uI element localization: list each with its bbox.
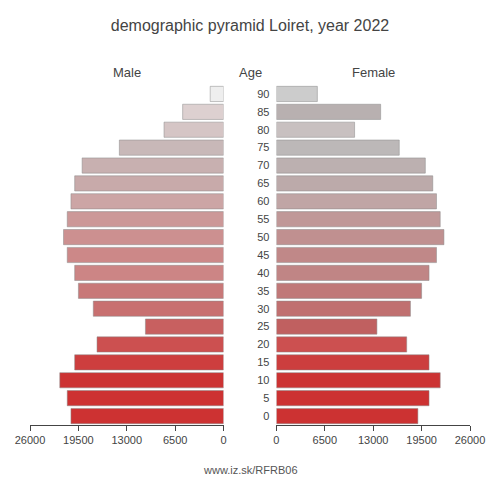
svg-text:15: 15 xyxy=(257,356,269,368)
svg-text:20: 20 xyxy=(257,338,269,350)
svg-text:60: 60 xyxy=(257,195,269,207)
svg-text:Female: Female xyxy=(352,65,395,80)
svg-text:0: 0 xyxy=(221,434,227,446)
svg-text:19500: 19500 xyxy=(406,434,437,446)
svg-text:6500: 6500 xyxy=(163,434,187,446)
svg-text:Age: Age xyxy=(239,65,262,80)
svg-text:26000: 26000 xyxy=(455,434,486,446)
svg-text:19500: 19500 xyxy=(63,434,94,446)
svg-text:55: 55 xyxy=(257,213,269,225)
svg-text:85: 85 xyxy=(257,106,269,118)
svg-text:65: 65 xyxy=(257,177,269,189)
svg-text:6500: 6500 xyxy=(313,434,337,446)
svg-text:30: 30 xyxy=(257,303,269,315)
svg-text:80: 80 xyxy=(257,124,269,136)
svg-text:26000: 26000 xyxy=(15,434,46,446)
svg-text:45: 45 xyxy=(257,249,269,261)
svg-text:demographic pyramid Loiret, ye: demographic pyramid Loiret, year 2022 xyxy=(111,17,389,34)
svg-text:90: 90 xyxy=(257,88,269,100)
svg-text:5: 5 xyxy=(263,392,269,404)
svg-text:10: 10 xyxy=(257,374,269,386)
svg-text:25: 25 xyxy=(257,320,269,332)
svg-text:40: 40 xyxy=(257,267,269,279)
svg-text:35: 35 xyxy=(257,285,269,297)
svg-text:0: 0 xyxy=(263,410,269,422)
svg-text:Male: Male xyxy=(113,65,141,80)
svg-text:www.iz.sk/RFRB06: www.iz.sk/RFRB06 xyxy=(203,464,298,476)
svg-text:0: 0 xyxy=(273,434,279,446)
svg-text:13000: 13000 xyxy=(358,434,389,446)
svg-text:70: 70 xyxy=(257,159,269,171)
svg-text:13000: 13000 xyxy=(112,434,143,446)
svg-text:50: 50 xyxy=(257,231,269,243)
svg-text:75: 75 xyxy=(257,141,269,153)
